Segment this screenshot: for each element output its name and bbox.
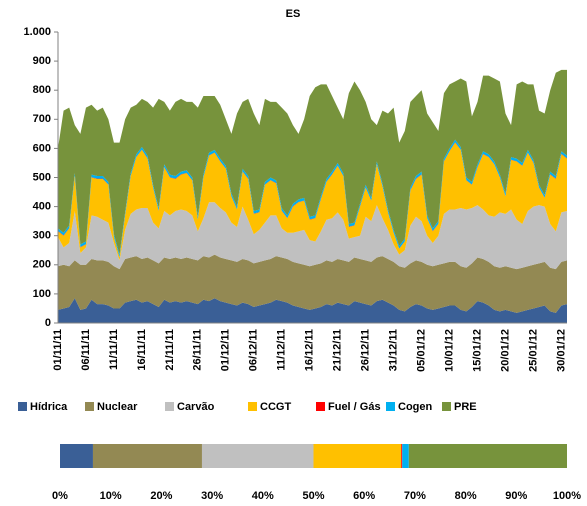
y-tick-label: 700 bbox=[33, 113, 51, 125]
x-tick-label: 26/11/11 bbox=[192, 329, 204, 371]
x-tick-label: 16/12/11 bbox=[304, 329, 316, 371]
bar-segment bbox=[408, 444, 567, 468]
y-tick-label: 0 bbox=[45, 317, 51, 329]
legend-swatch bbox=[442, 402, 451, 411]
x-tick-label: 70% bbox=[404, 490, 426, 502]
legend-swatch bbox=[18, 402, 27, 411]
chart-title: ES bbox=[286, 8, 301, 20]
x-tick-label: 15/01/12 bbox=[471, 329, 483, 372]
x-tick-label: 90% bbox=[505, 490, 527, 502]
bar-segment bbox=[92, 444, 202, 468]
legend-label: Fuel / Gás bbox=[328, 401, 381, 413]
legend-label: Hídrica bbox=[30, 401, 68, 413]
y-tick-label: 300 bbox=[33, 230, 51, 242]
x-tick-label: 30/01/12 bbox=[555, 329, 567, 372]
legend-label: Nuclear bbox=[97, 401, 138, 413]
x-tick-label: 25/01/12 bbox=[527, 329, 539, 372]
x-tick-label: 05/01/12 bbox=[415, 329, 427, 372]
x-tick-label: 11/11/11 bbox=[108, 329, 120, 370]
bar-segment bbox=[201, 444, 314, 468]
x-tick-label: 01/12/11 bbox=[220, 329, 232, 371]
x-tick-label: 20% bbox=[150, 490, 172, 502]
area bbox=[58, 142, 567, 261]
area bbox=[58, 69, 567, 255]
area bbox=[58, 202, 567, 270]
y-tick-label: 400 bbox=[33, 201, 51, 213]
legend-label: Carvão bbox=[177, 401, 215, 413]
x-tick-label: 21/11/11 bbox=[164, 329, 176, 371]
x-tick-label: 10/01/12 bbox=[443, 329, 455, 372]
x-tick-label: 60% bbox=[353, 490, 375, 502]
x-tick-label: 10% bbox=[100, 490, 122, 502]
legend-swatch bbox=[316, 402, 325, 411]
x-tick-label: 30% bbox=[201, 490, 223, 502]
y-tick-label: 500 bbox=[33, 171, 51, 183]
x-tick-label: 40% bbox=[252, 490, 274, 502]
bar-segment bbox=[60, 444, 93, 468]
area bbox=[58, 254, 567, 313]
legend-swatch bbox=[386, 402, 395, 411]
x-tick-label: 100% bbox=[553, 490, 581, 502]
x-tick-label: 80% bbox=[455, 490, 477, 502]
x-tick-label: 16/11/11 bbox=[136, 329, 148, 371]
legend-label: Cogen bbox=[398, 401, 433, 413]
x-tick-label: 31/12/11 bbox=[388, 329, 400, 371]
x-tick-label: 0% bbox=[52, 490, 68, 502]
x-tick-label: 06/12/11 bbox=[248, 329, 260, 371]
bar-segment bbox=[402, 444, 409, 468]
y-tick-label: 200 bbox=[33, 259, 51, 271]
y-tick-label: 600 bbox=[33, 142, 51, 154]
x-tick-label: 01/11/11 bbox=[52, 329, 64, 371]
y-tick-label: 1.000 bbox=[23, 26, 51, 38]
legend-label: PRE bbox=[454, 401, 477, 413]
x-tick-label: 06/11/11 bbox=[80, 329, 92, 371]
x-tick-label: 26/12/11 bbox=[360, 329, 372, 371]
x-tick-label: 50% bbox=[302, 490, 324, 502]
x-tick-label: 11/12/11 bbox=[276, 329, 288, 371]
bar-segment bbox=[313, 444, 402, 468]
y-tick-label: 900 bbox=[33, 55, 51, 67]
y-tick-label: 100 bbox=[33, 288, 51, 300]
legend-swatch bbox=[85, 402, 94, 411]
bar-segment bbox=[401, 444, 403, 468]
x-tick-label: 20/01/12 bbox=[499, 329, 511, 372]
x-tick-label: 21/12/11 bbox=[332, 329, 344, 371]
y-tick-label: 800 bbox=[33, 84, 51, 96]
area bbox=[58, 298, 567, 323]
legend-swatch bbox=[248, 402, 257, 411]
legend-swatch bbox=[165, 402, 174, 411]
legend-label: CCGT bbox=[260, 401, 291, 413]
